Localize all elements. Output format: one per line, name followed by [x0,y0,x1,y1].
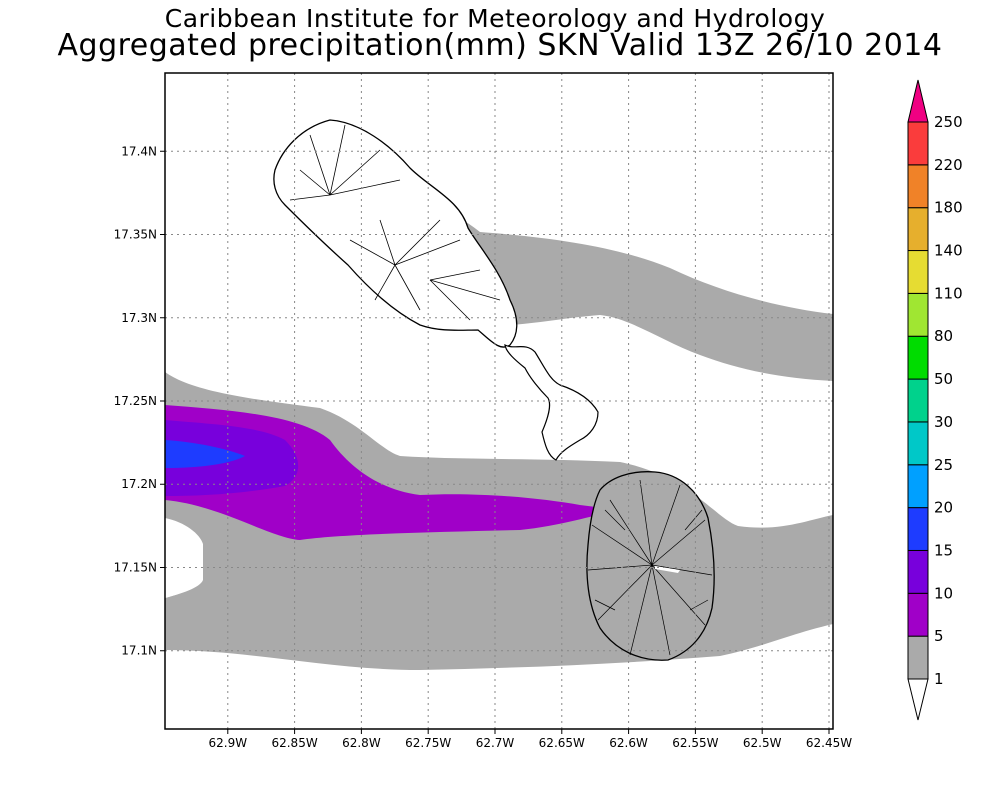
colorbar-label: 25 [934,456,953,474]
chart-title-institute: Caribbean Institute for Meteorology and … [164,4,826,33]
y-tick-label: 17.2N [121,477,157,491]
x-tick-label: 62.65W [539,736,585,750]
colorbar-label: 20 [934,499,953,517]
plot-area [164,72,834,730]
x-tick-label: 62.85W [271,736,317,750]
colorbar-swatch [907,164,929,209]
colorbar-label: 110 [934,284,963,302]
island-nevis [586,471,715,661]
rain-core-15-20mm [165,440,245,468]
colorbar-swatch [907,121,929,166]
x-tick-label: 62.7W [476,736,515,750]
x-axis: 62.9W 62.85W 62.8W 62.75W 62.7W 62.65W 62.6W 62… [208,729,852,750]
y-tick-label: 17.1N [121,644,157,658]
dry-patch-west [165,520,200,598]
x-tick-label: 62.75W [405,736,451,750]
colorbar-label: 250 [934,113,963,131]
colorbar-label: 15 [934,541,953,559]
colorbar-swatch [907,250,929,294]
y-tick-label: 17.35N [114,228,157,242]
y-tick-label: 17.15N [114,560,157,574]
x-tick-label: 62.8W [342,736,381,750]
colorbar-swatch [907,378,929,423]
colorbar-label: 1 [934,670,944,688]
colorbar-label: 50 [934,370,953,388]
colorbar-swatch [907,635,929,680]
colorbar-swatch [907,592,929,637]
graticule [165,73,833,729]
colorbar-swatch [907,207,929,252]
island-st-kitts [273,119,599,461]
colorbar-label: 140 [934,242,963,260]
colorbar-label: 220 [934,156,963,174]
x-tick-label: 62.55W [672,736,718,750]
chart-title-product: Aggregated precipitation(mm) SKN Valid 1… [57,28,943,63]
colorbar-swatch [907,421,929,466]
colorbar-swatch [907,464,929,509]
x-tick-label: 62.6W [609,736,648,750]
colorbar-swatch [907,292,929,337]
colorbar-swatch [907,335,929,380]
colorbar-label: 10 [934,584,953,602]
colorbar-swatch-above [907,79,929,123]
colorbar-label: 5 [934,627,944,645]
colorbar-label: 30 [934,413,953,431]
colorbar-label: 180 [934,199,963,217]
x-tick-label: 62.45W [806,736,852,750]
x-tick-label: 62.5W [743,736,782,750]
colorbar-swatch [907,549,929,594]
y-tick-label: 17.3N [121,311,157,325]
y-tick-label: 17.25N [114,394,157,408]
colorbar-swatch [907,507,929,551]
y-tick-label: 17.4N [121,144,157,158]
y-axis: 17.4N 17.35N 17.3N 17.25N 17.2N 17.15N 17.1N [114,144,165,658]
colorbar-label: 80 [934,327,953,345]
x-tick-label: 62.9W [208,736,247,750]
colorbar-swatch-below [907,678,929,721]
